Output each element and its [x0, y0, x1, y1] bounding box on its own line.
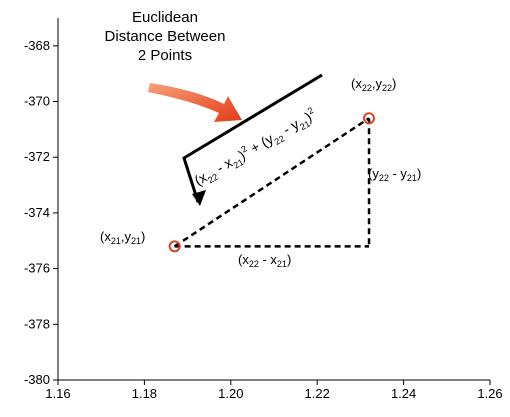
x-tick-label: 1.26 [477, 386, 502, 401]
y-axis-ticks: -368 -370 -372 -374 -376 -378 -380 [24, 38, 58, 387]
x-tick-label: 1.18 [132, 386, 157, 401]
y-tick-label: -372 [24, 149, 50, 164]
formula-bracket [182, 73, 323, 206]
bracket-arrowhead-icon [192, 190, 206, 206]
x-tick-label: 1.16 [45, 386, 70, 401]
y-tick-label: -368 [24, 38, 50, 53]
point-2-label: (x22,y22) [351, 76, 396, 93]
axes: -368 -370 -372 -374 -376 -378 -380 1.16 1.18 1.2… [24, 18, 503, 401]
y-tick-label: -376 [24, 261, 50, 276]
diagram-title: Euclidean Distance Between 2 Points [105, 9, 226, 64]
delta-x-label: (x22 - x21) [238, 252, 291, 269]
delta-y-label: (y22 - y21) [368, 166, 421, 183]
x-tick-label: 1.20 [218, 386, 243, 401]
hypotenuse-line [173, 117, 370, 248]
y-tick-label: -370 [24, 94, 50, 109]
x-axis-ticks: 1.16 1.18 1.20 1.22 1.24 1.26 [45, 380, 503, 401]
y-tick-label: -380 [24, 372, 50, 387]
y-tick-label: -374 [24, 205, 50, 220]
point-2-marker [363, 112, 376, 125]
pointer-arrow-icon [148, 83, 242, 122]
title-line-2: Distance Between [105, 28, 226, 45]
x-tick-label: 1.24 [391, 386, 416, 401]
y-tick-label: -378 [24, 316, 50, 331]
point-1-marker [168, 240, 181, 253]
distance-formula: (x22 - x21)2 + (y22 - y21)2 [191, 105, 320, 191]
title-line-3: 2 Points [138, 47, 192, 64]
title-line-1: Euclidean [132, 9, 198, 26]
x-tick-label: 1.22 [305, 386, 330, 401]
distance-triangle [173, 117, 371, 248]
point-1-label: (x21,y21) [100, 229, 145, 246]
